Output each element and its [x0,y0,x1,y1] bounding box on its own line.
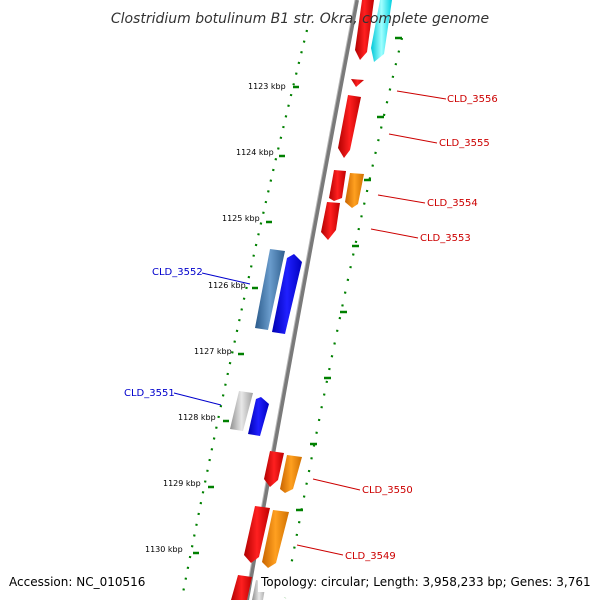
tick-label-1129: 1129 kbp [163,479,201,488]
gene-label-cld-3556[interactable]: CLD_3556 [447,94,498,105]
gene-cld-3556[interactable] [351,79,364,87]
map-title: Clostridium botulinum B1 str. Okra, comp… [111,11,489,27]
gene-label-cld-3553[interactable]: CLD_3553 [420,233,471,244]
tick-label-1125: 1125 kbp [222,214,260,223]
gene-cld-3553[interactable] [321,202,340,240]
gene-red-top[interactable] [355,0,374,60]
tick-label-1128: 1128 kbp [178,413,216,422]
gene-cld-3551-gray[interactable] [230,391,253,431]
gene-label-cld-3551[interactable]: CLD_3551 [124,388,175,399]
tick-label-1130: 1130 kbp [145,545,183,554]
label-leaders [173,90,447,556]
gene-red-bottom[interactable] [231,575,252,600]
gene-cyan-top[interactable] [371,0,392,62]
gene-label-cld-3554[interactable]: CLD_3554 [427,198,478,209]
gene-cld-3554[interactable] [345,173,364,208]
genome-summary-text: Topology: circular; Length: 3,958,233 bp… [260,575,591,589]
gene-cld-3554-red[interactable] [329,170,346,201]
gene-cld-3549[interactable] [262,510,289,568]
gene-label-cld-3549[interactable]: CLD_3549 [345,551,396,562]
reverse-genes [230,249,302,436]
gene-cld-3549-red[interactable] [244,506,270,563]
gene-cld-3552-steel[interactable] [255,249,285,330]
kbp-tick-marks [193,36,402,555]
tick-label-1123: 1123 kbp [248,82,286,91]
footer-left-bg [4,572,150,592]
gene-label-cld-3552[interactable]: CLD_3552 [152,267,203,278]
gene-cld-3552[interactable] [272,254,302,334]
gene-cld-3550-red[interactable] [264,451,284,487]
gene-cld-3550[interactable] [280,455,302,493]
accession-text: Accession: NC_010516 [9,575,145,589]
gene-cld-3555[interactable] [338,95,361,158]
gene-cld-3551[interactable] [248,397,269,436]
gene-label-cld-3555[interactable]: CLD_3555 [439,138,490,149]
tick-label-1124: 1124 kbp [236,148,274,157]
tick-label-1126: 1126 kbp [208,281,246,290]
inner-tick-track [180,29,309,599]
forward-genes [231,0,392,600]
gene-label-cld-3550[interactable]: CLD_3550 [362,485,413,496]
tick-label-1127: 1127 kbp [194,347,232,356]
footer-right-bg [258,572,596,592]
